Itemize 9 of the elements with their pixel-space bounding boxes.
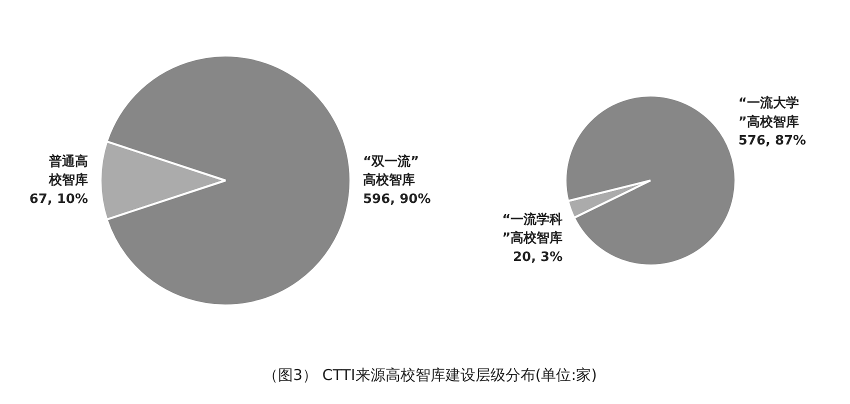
data-label: 20, 3% (513, 250, 563, 265)
slice-label: “一流学科”高校智库 (502, 211, 563, 246)
slice-label: “一流大学”高校智库 (738, 95, 799, 130)
data-label: 67, 10% (29, 192, 88, 207)
data-label: 576, 87% (738, 134, 806, 149)
slice-label: 普通高校智库 (48, 153, 88, 188)
data-label: 596, 90% (363, 192, 431, 207)
slice-label: “双一流”高校智库 (363, 153, 420, 188)
text: （图3） CTTI来源高校智库建设层级分布(单位:家) (262, 365, 598, 386)
